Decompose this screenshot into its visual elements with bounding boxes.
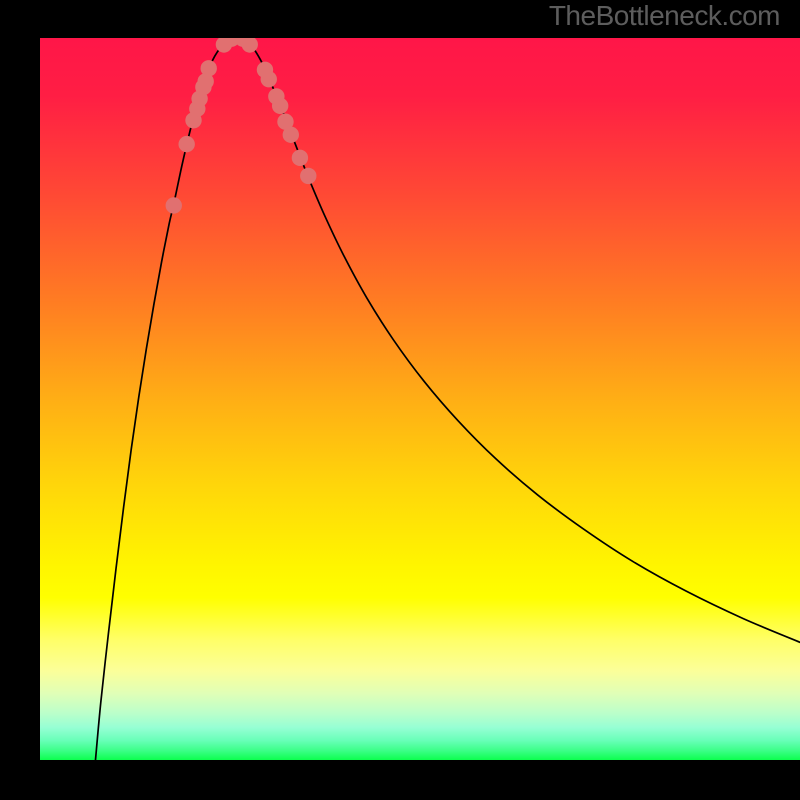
- marker-left: [201, 60, 217, 76]
- marker-left: [166, 197, 182, 213]
- marker-right: [283, 127, 299, 143]
- marker-right: [300, 168, 316, 184]
- curve-right: [238, 38, 800, 642]
- frame-bottom: [0, 760, 800, 800]
- marker-right: [272, 98, 288, 114]
- frame-left: [0, 0, 40, 800]
- plot-svg: [40, 38, 800, 760]
- marker-left: [178, 136, 194, 152]
- watermark-text: TheBottleneck.com: [549, 0, 780, 32]
- curve-left: [95, 38, 237, 760]
- marker-right: [261, 71, 277, 87]
- chart-stage: { "watermark": { "text": "TheBottleneck.…: [0, 0, 800, 800]
- marker-right: [292, 150, 308, 166]
